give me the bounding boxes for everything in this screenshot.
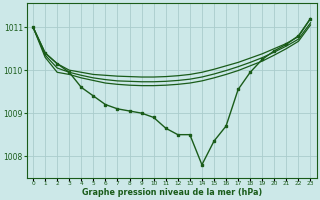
X-axis label: Graphe pression niveau de la mer (hPa): Graphe pression niveau de la mer (hPa) [82,188,262,197]
